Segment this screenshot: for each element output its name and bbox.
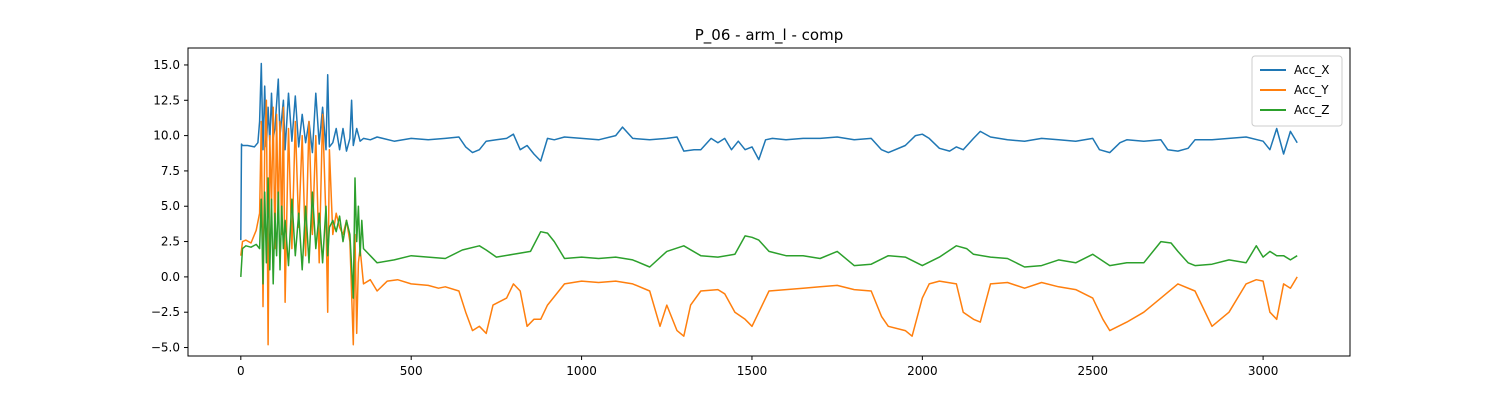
x-tick-label: 500: [400, 364, 423, 378]
x-tick-label: 1000: [566, 364, 597, 378]
series-line-acc-z: [240, 177, 1298, 299]
y-tick-label: −5.0: [151, 341, 180, 355]
y-tick-label: 5.0: [161, 199, 180, 213]
y-tick-label: 7.5: [161, 164, 180, 178]
plot-frame: [187, 47, 1351, 357]
chart-title: P_06 - arm_l - comp: [695, 26, 843, 45]
legend-label: Acc_Z: [1294, 103, 1329, 117]
y-tick-label: 15.0: [153, 58, 180, 72]
series-group: [240, 62, 1298, 346]
legend-label: Acc_Y: [1294, 83, 1329, 97]
legend-label: Acc_X: [1294, 63, 1329, 77]
series-line-acc-x: [240, 62, 1298, 241]
x-tick-label: 0: [237, 364, 245, 378]
y-tick-label: 10.0: [153, 129, 180, 143]
plot-area: [187, 47, 1351, 357]
y-axis: −5.0 −2.5 0.0 2.5 5.0 7.5 10.0 12.5 15.0: [151, 58, 188, 355]
x-tick-label: 2000: [907, 364, 938, 378]
x-tick-label: 3000: [1248, 364, 1279, 378]
legend-box: [1251, 55, 1343, 127]
y-tick-label: 0.0: [161, 270, 180, 284]
legend: Acc_X Acc_Y Acc_Z: [1251, 55, 1343, 127]
x-tick-label: 2500: [1077, 364, 1108, 378]
y-tick-label: −2.5: [151, 305, 180, 319]
y-tick-label: 12.5: [153, 93, 180, 107]
x-tick-label: 1500: [737, 364, 768, 378]
series-line-acc-y: [240, 99, 1298, 346]
x-axis: 0 500 1000 1500 2000 2500 3000: [237, 356, 1278, 378]
y-tick-label: 2.5: [161, 235, 180, 249]
